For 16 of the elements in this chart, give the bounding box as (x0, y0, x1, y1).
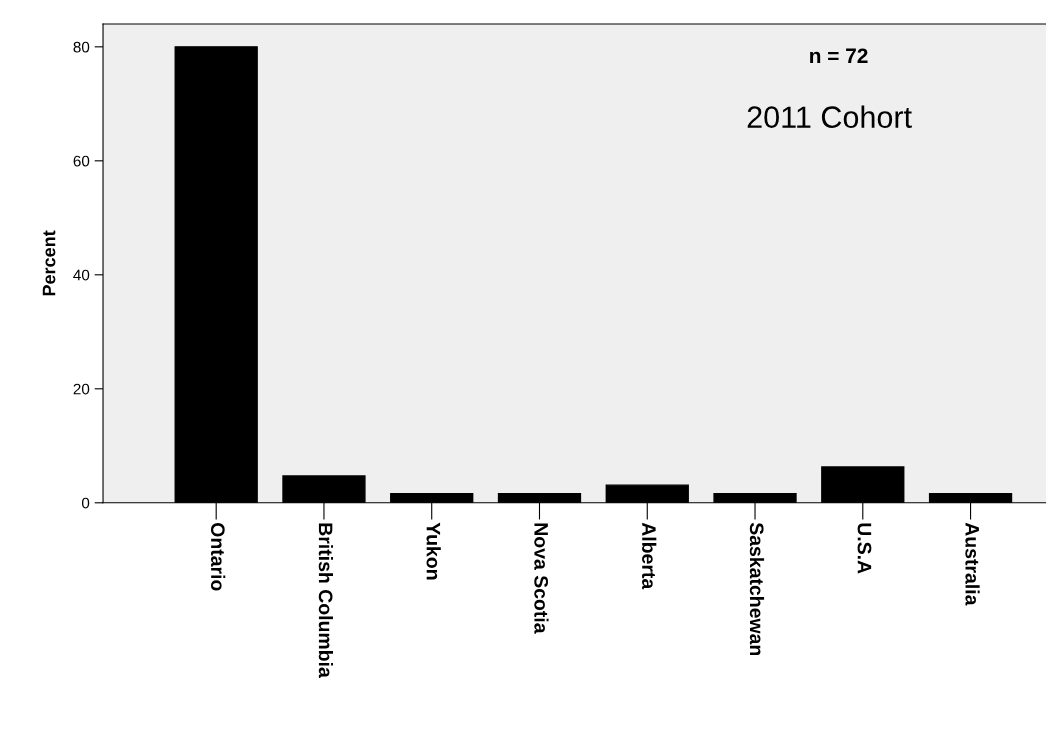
y-tick-label: 0 (81, 497, 90, 509)
annotation: n = 72 (810, 48, 868, 63)
y-tick-label: 40 (73, 269, 90, 281)
x-tick-label: Yukon (426, 522, 441, 580)
annotation: 2011 Cohort (747, 105, 912, 128)
x-tick-label: U.S.A (857, 523, 872, 574)
x-tick-label: Australia (965, 522, 980, 606)
x-tick-label: Nova Scotia (534, 523, 549, 634)
y-tick-label: 60 (73, 155, 90, 167)
y-axis-title: Percent (42, 230, 56, 296)
x-tick-label: British Columbia (318, 523, 334, 678)
x-tick-label: Alberta (642, 522, 657, 590)
x-tick-label: Saskatchewan (749, 522, 765, 656)
x-tick-label: Ontario (210, 523, 226, 591)
y-tick-label: 80 (73, 41, 90, 53)
y-tick-label: 20 (73, 383, 90, 395)
